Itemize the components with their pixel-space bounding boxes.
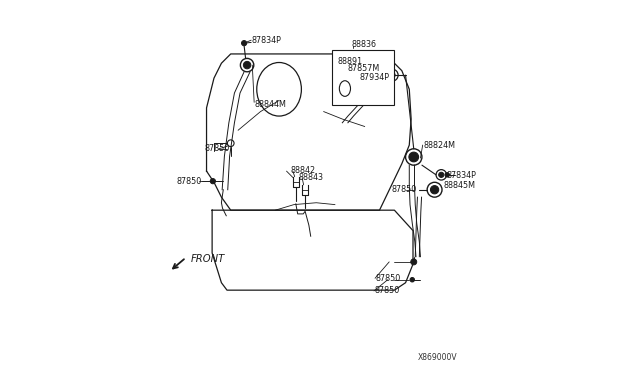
Circle shape — [243, 61, 251, 69]
Circle shape — [410, 278, 415, 282]
Text: 88842: 88842 — [291, 166, 316, 174]
Circle shape — [241, 41, 246, 46]
Text: 87934P: 87934P — [360, 73, 389, 81]
Circle shape — [411, 259, 417, 265]
Text: 88824M: 88824M — [424, 141, 456, 150]
Text: 87857M: 87857M — [348, 64, 380, 73]
Circle shape — [409, 152, 419, 162]
Text: 88836: 88836 — [351, 40, 376, 49]
Circle shape — [211, 179, 216, 184]
Text: 87850: 87850 — [205, 144, 230, 153]
Text: FRONT: FRONT — [191, 254, 225, 263]
Text: 87850: 87850 — [376, 274, 401, 283]
Text: 87850: 87850 — [374, 286, 400, 295]
Bar — [332, 50, 394, 105]
Text: 88891: 88891 — [338, 57, 363, 65]
Circle shape — [445, 173, 449, 177]
Text: 87850: 87850 — [177, 177, 202, 186]
Circle shape — [438, 172, 444, 177]
Text: 88845M: 88845M — [444, 181, 476, 190]
Circle shape — [431, 186, 438, 194]
Circle shape — [362, 92, 365, 96]
Text: 88843: 88843 — [299, 173, 324, 182]
Text: 88844M: 88844M — [255, 100, 287, 109]
Circle shape — [342, 86, 348, 91]
Text: 87834P: 87834P — [252, 36, 282, 45]
Text: 87850: 87850 — [392, 185, 417, 194]
Text: X869000V: X869000V — [418, 353, 458, 362]
Circle shape — [389, 72, 395, 78]
Text: 87834P: 87834P — [447, 171, 476, 180]
